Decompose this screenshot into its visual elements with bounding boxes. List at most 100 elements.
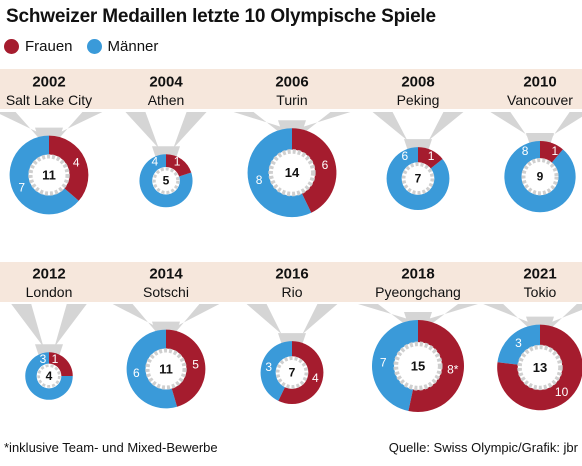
total-label-2002: 11 xyxy=(42,167,56,182)
total-label-2004: 5 xyxy=(163,174,170,188)
slice-women-2002 xyxy=(49,135,89,201)
total-label-2008: 7 xyxy=(415,172,422,186)
medal-core-2016 xyxy=(279,360,305,385)
women-label-2016: 4 xyxy=(312,371,319,385)
footnote: *inklusive Team- und Mixed-Bewerbe xyxy=(4,440,218,455)
men-label-2012: 3 xyxy=(40,352,47,366)
wreath-2004 xyxy=(152,167,180,195)
year-label-2016: 2016 xyxy=(275,266,308,283)
wreath-2006 xyxy=(268,149,316,197)
year-label-2018: 2018 xyxy=(401,266,434,283)
wreath-2012 xyxy=(37,364,61,388)
city-label-2002: Salt Lake City xyxy=(6,92,92,108)
medal-core-2018 xyxy=(398,346,438,386)
legend-label-women: Frauen xyxy=(25,38,73,55)
women-label-2012: 1 xyxy=(52,352,59,366)
wreath-2002 xyxy=(28,154,70,196)
men-label-2004: 4 xyxy=(152,155,159,169)
men-label-2010: 8 xyxy=(522,144,529,158)
header-band-row-2 xyxy=(0,262,582,302)
men-label-2016: 3 xyxy=(265,360,272,374)
city-label-2018: Pyeongchang xyxy=(375,284,461,300)
total-label-2016: 7 xyxy=(289,366,296,380)
city-label-2004: Athen xyxy=(148,92,185,108)
men-label-2006: 8 xyxy=(256,173,263,187)
legend-swatch-women xyxy=(4,39,19,54)
city-label-2006: Turin xyxy=(276,92,307,108)
wreath-2008 xyxy=(401,162,435,195)
year-label-2014: 2014 xyxy=(149,266,183,283)
men-label-2021: 3 xyxy=(515,336,522,350)
total-label-2014: 11 xyxy=(159,361,173,376)
total-label-2010: 9 xyxy=(537,170,544,184)
legend-item-women: Frauen xyxy=(4,38,73,55)
ribbon-2004 xyxy=(125,112,207,169)
wreath-2010 xyxy=(521,158,559,196)
legend: Frauen Männer xyxy=(4,38,172,55)
year-label-2004: 2004 xyxy=(149,74,183,91)
total-label-2018: 15 xyxy=(411,359,425,374)
men-label-2008: 6 xyxy=(402,149,409,163)
women-label-2018: 8* xyxy=(447,363,459,377)
women-label-2006: 6 xyxy=(322,158,329,172)
city-label-2014: Sotschi xyxy=(143,284,189,300)
legend-label-men: Männer xyxy=(107,38,159,55)
ribbon-2002 xyxy=(0,112,103,150)
legend-swatch-men xyxy=(86,39,102,54)
year-label-2012: 2012 xyxy=(32,266,65,283)
men-label-2002: 7 xyxy=(18,180,25,194)
year-label-2002: 2002 xyxy=(32,74,65,91)
ribbon-clasp-2012 xyxy=(35,344,63,357)
total-label-2006: 14 xyxy=(285,165,300,180)
women-label-2008: 1 xyxy=(428,149,435,163)
women-label-2010: 1 xyxy=(552,144,559,158)
city-label-2010: Vancouver xyxy=(507,92,573,108)
women-label-2021: 10 xyxy=(555,385,569,399)
medal-core-2004 xyxy=(156,170,176,191)
source-credit: Quelle: Swiss Olympic/Grafik: jbr xyxy=(388,440,578,455)
medal-core-2012 xyxy=(40,367,58,385)
ribbon-2012 xyxy=(11,304,87,367)
medal-core-2014 xyxy=(149,352,183,386)
total-label-2021: 13 xyxy=(533,360,547,375)
women-label-2014: 5 xyxy=(192,358,199,372)
year-label-2021: 2021 xyxy=(523,266,556,283)
legend-item-men: Männer xyxy=(86,38,159,55)
total-label-2012: 4 xyxy=(46,369,53,383)
ribbon-2010 xyxy=(490,112,582,156)
ribbon-2021 xyxy=(483,304,582,339)
city-label-2021: Tokio xyxy=(524,284,557,300)
medal-core-2021 xyxy=(521,349,559,386)
wreath-2014 xyxy=(145,348,187,390)
header-band-row-1 xyxy=(0,69,582,109)
wreath-2021 xyxy=(517,344,563,391)
wreath-2018 xyxy=(393,341,443,391)
women-label-2004: 1 xyxy=(174,155,181,169)
ribbon-2018 xyxy=(358,304,478,334)
city-label-2012: London xyxy=(26,284,73,300)
ribbon-2014 xyxy=(112,304,220,344)
medal-core-2010 xyxy=(525,162,555,192)
chart-title: Schweizer Medaillen letzte 10 Olympische… xyxy=(6,6,436,27)
women-label-2002: 4 xyxy=(73,156,80,170)
medal-core-2008 xyxy=(405,166,431,191)
medal-core-2006 xyxy=(272,153,312,192)
wreath-2016 xyxy=(275,356,309,389)
medal-core-2002 xyxy=(32,158,66,192)
ribbon-2016 xyxy=(246,304,338,356)
men-label-2014: 6 xyxy=(133,366,140,380)
city-label-2008: Peking xyxy=(397,92,440,108)
city-label-2016: Rio xyxy=(281,284,302,300)
year-label-2010: 2010 xyxy=(523,74,556,91)
ribbon-2006 xyxy=(233,112,351,143)
ribbon-2008 xyxy=(372,112,464,162)
